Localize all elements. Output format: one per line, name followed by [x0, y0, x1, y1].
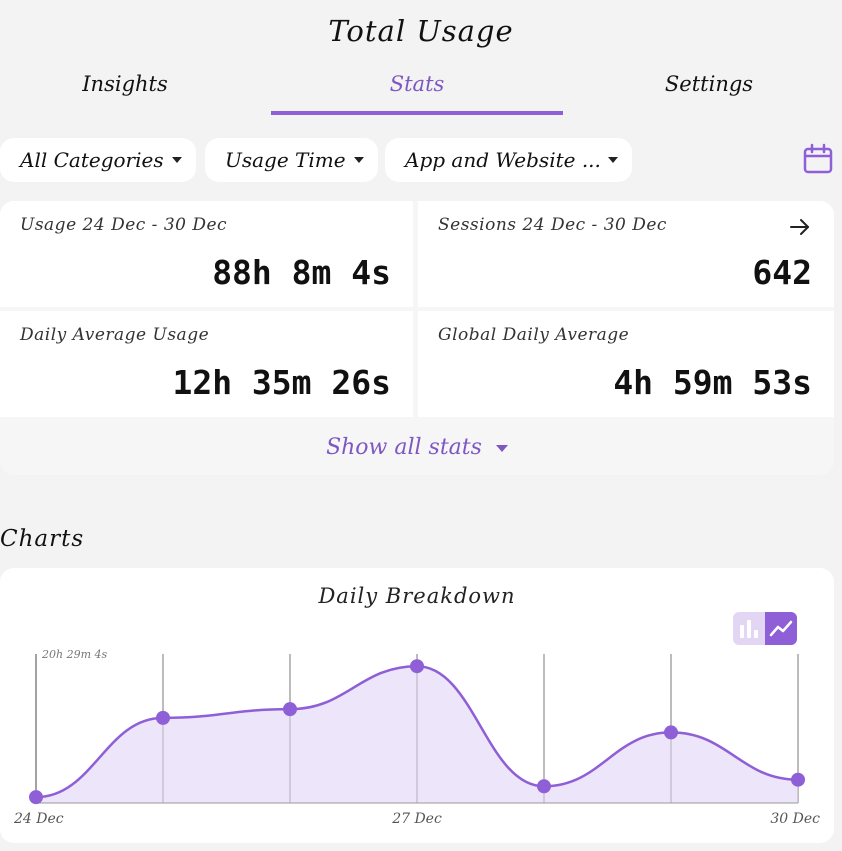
daily-average-label: Daily Average Usage: [20, 325, 210, 345]
chart-type-toggle: [733, 612, 797, 645]
chevron-down-icon: [608, 157, 618, 163]
x-tick-label: 30 Dec: [770, 811, 820, 827]
daily-breakdown-card: Daily Breakdown 20h 29m 4s 24 Dec 27 Dec 30…: [0, 568, 834, 843]
calendar-icon[interactable]: [802, 143, 834, 175]
global-average-value: 4h 59m 53s: [613, 363, 812, 402]
show-all-stats-label: Show all stats: [326, 435, 482, 460]
daily-breakdown-chart: 20h 29m 4s 24 Dec 27 Dec 30 Dec: [13, 648, 820, 827]
sessions-stat-label: Sessions 24 Dec - 30 Dec: [438, 215, 667, 235]
source-filter-dropdown[interactable]: App and Website ...: [385, 138, 632, 182]
data-point: [156, 710, 170, 725]
data-point: [791, 772, 805, 787]
x-tick-label: 27 Dec: [391, 811, 442, 827]
arrow-right-icon[interactable]: [788, 215, 812, 239]
line-chart-toggle[interactable]: [765, 612, 797, 645]
chart-title: Daily Breakdown: [318, 584, 516, 608]
line-chart-icon: [769, 620, 793, 636]
page-title: Total Usage: [328, 14, 514, 48]
sessions-stat[interactable]: Sessions 24 Dec - 30 Dec 642: [418, 201, 834, 307]
data-point: [283, 702, 297, 717]
bar-chart-icon: [740, 619, 758, 638]
chevron-down-icon: [354, 157, 364, 163]
tab-stats[interactable]: Stats: [389, 72, 445, 96]
data-point: [410, 659, 424, 674]
stats-card: Usage 24 Dec - 30 Dec 88h 8m 4s Sessions…: [0, 201, 834, 475]
category-filter-dropdown[interactable]: All Categories: [0, 138, 196, 182]
y-max-label: 20h 29m 4s: [41, 648, 108, 661]
bar-chart-toggle[interactable]: [733, 612, 765, 645]
sessions-stat-value: 642: [752, 253, 812, 292]
tab-settings[interactable]: Settings: [664, 72, 754, 96]
data-point: [537, 779, 551, 794]
global-average-label: Global Daily Average: [438, 325, 630, 345]
usage-stat-label: Usage 24 Dec - 30 Dec: [20, 215, 228, 235]
metric-filter-dropdown[interactable]: Usage Time: [205, 138, 378, 182]
category-filter-label: All Categories: [20, 148, 164, 172]
show-all-stats-button[interactable]: Show all stats: [0, 428, 834, 468]
charts-heading: Charts: [0, 526, 85, 552]
daily-average-value: 12h 35m 26s: [172, 363, 391, 402]
tab-bar: Insights Stats Settings: [0, 66, 842, 118]
global-average-stat: Global Daily Average 4h 59m 53s: [418, 311, 834, 417]
active-tab-indicator: [271, 111, 563, 115]
source-filter-label: App and Website ...: [405, 148, 601, 172]
chevron-down-icon: [495, 444, 508, 452]
daily-average-stat: Daily Average Usage 12h 35m 26s: [0, 311, 413, 417]
data-point: [29, 790, 43, 805]
tab-insights[interactable]: Insights: [82, 72, 168, 96]
data-point: [664, 725, 678, 740]
usage-stat-value: 88h 8m 4s: [212, 253, 391, 292]
x-tick-label: 24 Dec: [13, 811, 64, 827]
usage-stat: Usage 24 Dec - 30 Dec 88h 8m 4s: [0, 201, 413, 307]
chevron-down-icon: [172, 157, 182, 163]
metric-filter-label: Usage Time: [225, 148, 346, 172]
